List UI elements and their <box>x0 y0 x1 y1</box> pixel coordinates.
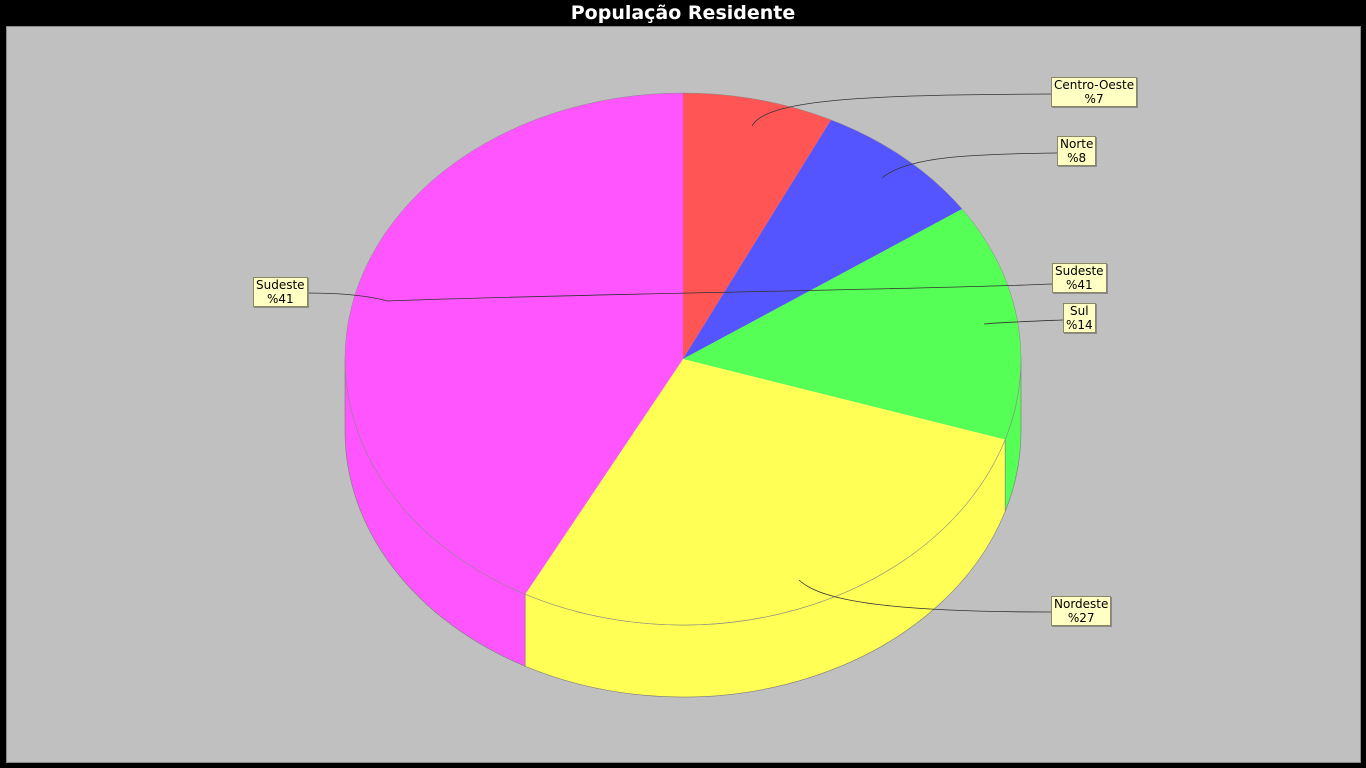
label-sudeste-right-value: %41 <box>1065 278 1093 292</box>
label-sudeste-name: Sudeste <box>256 278 305 292</box>
plot-area: Centro-Oeste %7 Norte %8 Sudeste %41 Sul… <box>6 26 1361 763</box>
leader-centro-oeste <box>751 93 1052 127</box>
pie-slice-nordeste <box>525 359 1006 625</box>
label-sul: Sul %14 <box>1063 303 1096 333</box>
pie-slice-sul <box>683 208 1021 440</box>
leader-lines <box>303 93 1064 613</box>
pie-slice-norte <box>683 119 963 359</box>
leader-sul <box>983 319 1064 325</box>
leader-norte <box>881 152 1058 179</box>
leader-nordeste <box>798 579 1052 613</box>
label-centro-oeste: Centro-Oeste %7 <box>1051 77 1138 107</box>
leader-sudeste-left <box>303 292 388 302</box>
leader-sudeste-right <box>386 283 1053 302</box>
pie-top-outline <box>344 92 1022 626</box>
label-sudeste-right-name: Sudeste <box>1055 264 1104 278</box>
pie-top <box>344 92 1022 626</box>
label-centro-oeste-value: %7 <box>1084 92 1104 106</box>
label-nordeste-name: Nordeste <box>1054 597 1109 611</box>
label-norte-value: %8 <box>1067 151 1087 165</box>
pie-slice-sudeste <box>345 93 683 595</box>
label-nordeste: Nordeste %27 <box>1051 596 1112 626</box>
label-sul-name: Sul <box>1070 304 1089 318</box>
label-nordeste-value: %27 <box>1067 611 1095 625</box>
label-norte: Norte %8 <box>1057 136 1097 166</box>
chart-title: População Residente <box>570 2 796 24</box>
label-sul-value: %14 <box>1066 318 1093 332</box>
pie-chart <box>303 92 1064 698</box>
label-sudeste: Sudeste %41 <box>253 277 308 307</box>
label-sudeste-value: %41 <box>266 292 294 306</box>
label-norte-name: Norte <box>1060 137 1094 151</box>
label-sudeste-right: Sudeste %41 <box>1052 263 1107 293</box>
label-centro-oeste-name: Centro-Oeste <box>1054 78 1135 92</box>
